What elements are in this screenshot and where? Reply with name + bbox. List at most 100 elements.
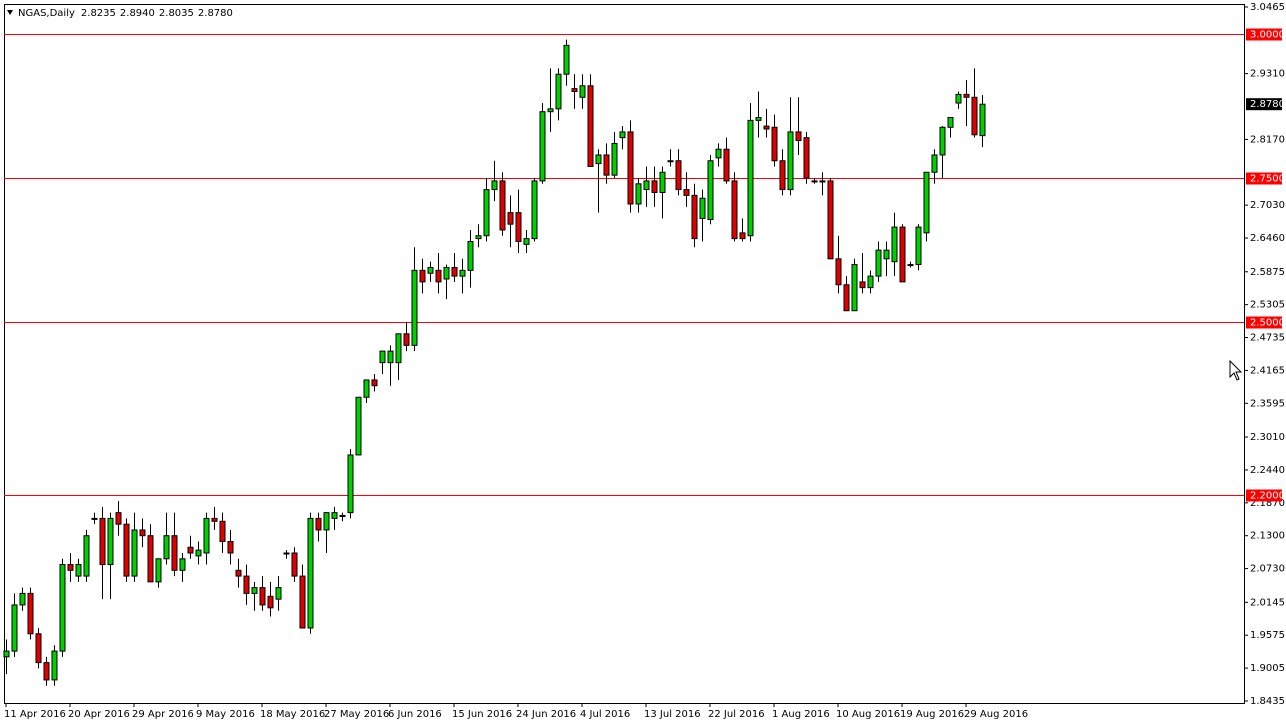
candle-body xyxy=(59,564,66,652)
candle-body xyxy=(819,180,826,183)
candle-body xyxy=(771,126,778,162)
candle-body xyxy=(43,662,50,681)
candle-body xyxy=(667,160,674,163)
y-tick-label: 2.5305 xyxy=(1250,300,1285,311)
candle-body xyxy=(875,249,882,277)
y-tick-label: 2.0730 xyxy=(1250,564,1285,575)
candle-body xyxy=(299,575,306,629)
candle-body xyxy=(867,275,874,289)
candle-body xyxy=(563,44,570,75)
candle-body xyxy=(339,515,346,518)
candle-body xyxy=(99,517,106,566)
candle-body xyxy=(387,350,394,364)
candle-body xyxy=(3,650,10,658)
y-tick-label: 2.1300 xyxy=(1250,531,1285,542)
candle-body xyxy=(827,180,834,260)
candle-body xyxy=(355,396,362,456)
candle-body xyxy=(427,266,434,274)
candle-body xyxy=(379,350,386,364)
candle-body xyxy=(147,535,154,583)
candle-body xyxy=(307,517,314,629)
candle-body xyxy=(363,379,370,398)
x-tick-label: 9 May 2016 xyxy=(196,709,255,720)
candle-body xyxy=(67,564,74,571)
candle-body xyxy=(323,512,330,531)
candle-body xyxy=(171,535,178,571)
candle-body xyxy=(419,269,426,283)
x-tick-label: 19 Aug 2016 xyxy=(900,709,964,720)
candle-body xyxy=(659,171,666,193)
candle-body xyxy=(723,148,730,182)
candle-body xyxy=(283,552,290,555)
y-tick-label: 2.7030 xyxy=(1250,200,1285,211)
y-tick-label: 2.2440 xyxy=(1250,465,1285,476)
candle-body xyxy=(195,549,202,557)
candle-body xyxy=(267,595,274,609)
candle-body xyxy=(51,650,58,681)
candle-body xyxy=(459,269,466,277)
y-tick-label: 2.4735 xyxy=(1250,333,1285,344)
candle-body xyxy=(211,517,218,522)
candle-body xyxy=(619,131,626,139)
candle-body xyxy=(395,333,402,364)
candle-body xyxy=(371,379,378,387)
candle-body xyxy=(107,517,114,566)
candle-body xyxy=(587,85,594,168)
x-tick-label: 29 Aug 2016 xyxy=(964,709,1028,720)
x-tick-label: 1 Aug 2016 xyxy=(772,709,830,720)
menu-arrow[interactable] xyxy=(7,10,13,15)
y-tick-label: 2.0145 xyxy=(1250,597,1285,608)
candle-body xyxy=(403,333,410,346)
y-tick-label: 2.3595 xyxy=(1250,398,1285,409)
candle-body xyxy=(187,546,194,554)
candle-body xyxy=(835,258,842,286)
candle-body xyxy=(75,564,82,577)
candle-body xyxy=(955,93,962,104)
candle-body xyxy=(579,85,586,98)
y-tick-label: 1.9005 xyxy=(1250,663,1285,674)
candle-body xyxy=(931,154,938,173)
candle-body xyxy=(707,160,714,221)
candle-body xyxy=(843,284,850,312)
candle-body xyxy=(747,119,754,237)
candle-body xyxy=(923,171,930,234)
x-tick-label: 29 Apr 2016 xyxy=(132,709,194,720)
y-tick-label: 2.3010 xyxy=(1250,432,1285,443)
candle-body xyxy=(91,517,98,520)
candle-body xyxy=(483,189,490,237)
candle-body xyxy=(731,180,738,240)
candle-body xyxy=(883,249,890,260)
candle-body xyxy=(27,592,34,635)
candle-body xyxy=(275,587,282,600)
x-tick-label: 15 Jun 2016 xyxy=(452,709,512,720)
candle-body xyxy=(123,523,130,577)
candle-body xyxy=(179,558,186,571)
candle-body xyxy=(571,88,578,93)
candle-body xyxy=(899,226,906,283)
candle-body xyxy=(531,180,538,240)
candle-body xyxy=(787,131,794,191)
candle-body xyxy=(331,512,338,519)
candle-body xyxy=(315,517,322,531)
candle-body xyxy=(115,512,122,525)
candle-body xyxy=(683,189,690,196)
current-price-box xyxy=(1246,98,1282,111)
ohlc-label: 2.8780 xyxy=(198,8,233,19)
y-tick-label: 3.0465 xyxy=(1250,2,1285,13)
x-tick-label: 20 Apr 2016 xyxy=(68,709,130,720)
y-tick-label: 1.9575 xyxy=(1250,630,1285,641)
candle-body xyxy=(555,73,562,110)
x-tick-label: 10 Aug 2016 xyxy=(836,709,900,720)
mouse-cursor xyxy=(1229,359,1243,381)
level-label-box xyxy=(1246,489,1282,502)
candle-body xyxy=(891,226,898,263)
level-label-box xyxy=(1246,316,1282,329)
candle-body xyxy=(139,529,146,537)
candle-body xyxy=(635,183,642,205)
candle-body xyxy=(219,520,226,542)
current-price-label: 2.8780 xyxy=(1250,99,1285,110)
y-tick-label: 2.6460 xyxy=(1250,233,1285,244)
candle-body xyxy=(539,111,546,182)
